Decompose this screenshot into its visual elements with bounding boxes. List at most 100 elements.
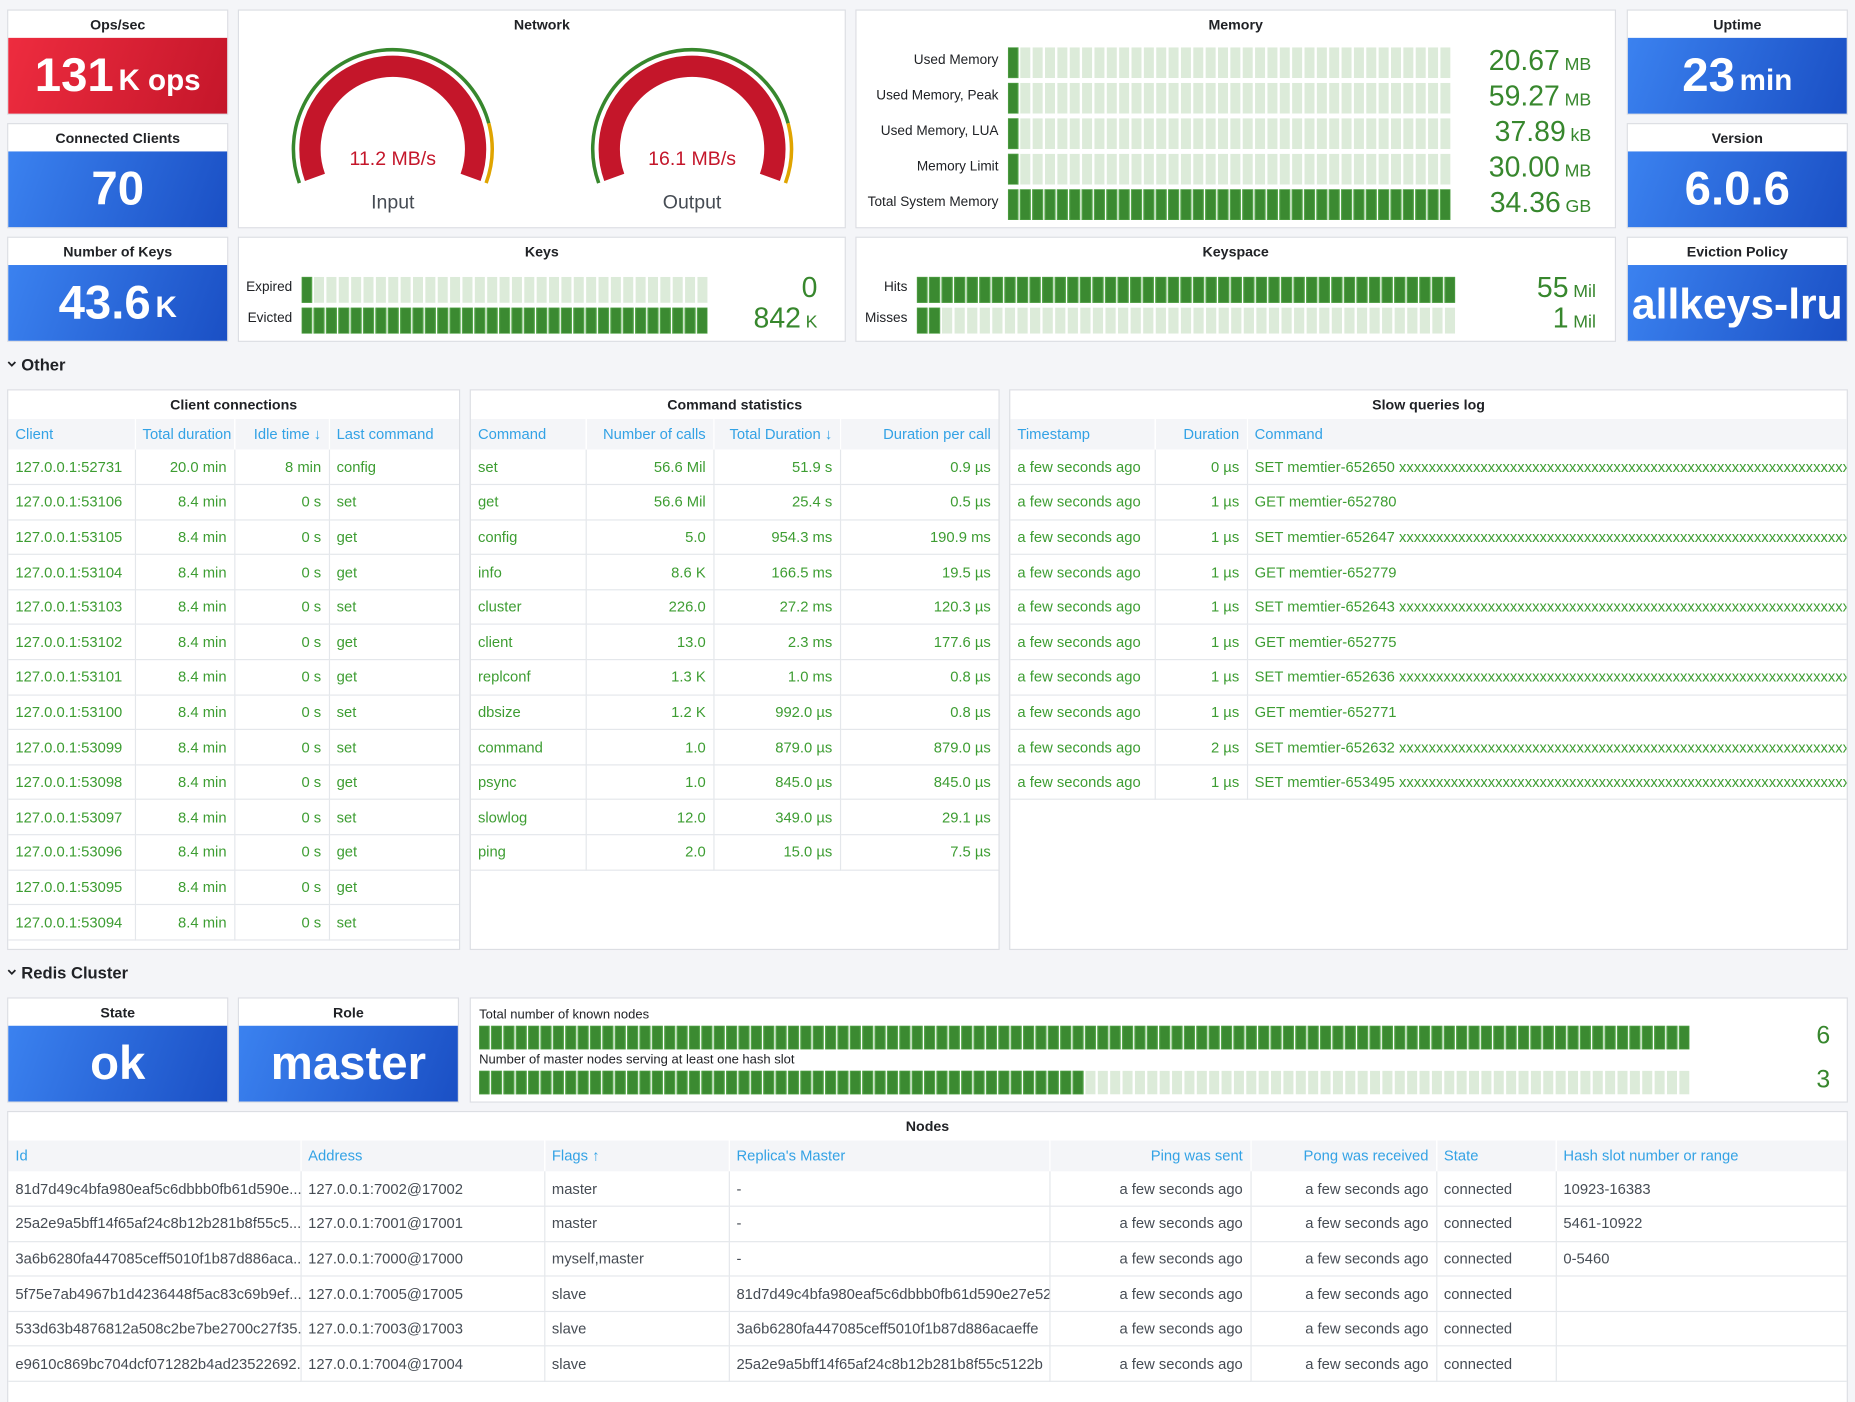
table-cell: 1 µs (1154, 484, 1248, 521)
column-header[interactable]: Idle time ↓ (234, 418, 330, 450)
column-header[interactable]: Address (300, 1140, 545, 1172)
bar-cell-lit (991, 276, 1004, 303)
bar-cell (1057, 82, 1068, 114)
column-header[interactable]: Pong was received (1250, 1140, 1437, 1172)
table-row: dbsize 1.2 K 992.0 µs 0.8 µs (470, 694, 999, 731)
column-header[interactable]: Total Duration ↓ (713, 418, 841, 450)
bar-cell-lit (1167, 276, 1180, 303)
bar-cell (1592, 1070, 1603, 1095)
table-cell: 8.4 min (134, 519, 235, 556)
table-cell: 127.0.0.1:53098 (8, 764, 136, 801)
column-header[interactable]: Last command (328, 418, 460, 450)
bar-cell-lit (375, 307, 387, 334)
column-header[interactable]: Command (1246, 418, 1847, 450)
bar-cell (474, 276, 485, 303)
gauge-value: 11.2 MB/s (350, 148, 437, 170)
bar-cell-lit (301, 276, 313, 303)
bar-cell-lit (941, 276, 953, 303)
column-header[interactable]: Number of calls (585, 418, 714, 450)
table-cell: 8.4 min (134, 589, 235, 626)
bar-cell-lit (1192, 276, 1205, 303)
table-cell: 8 min (234, 449, 330, 486)
table-cell: 954.3 ms (713, 519, 841, 556)
bar-cell (1196, 1070, 1207, 1095)
bar-gauge-panel: Keyspace Hits 55 Mil Misses 1 Mil (855, 236, 1617, 342)
bar-cell-lit (573, 307, 585, 334)
bar-cell (1506, 1070, 1517, 1095)
bar-cell (1069, 82, 1080, 114)
row-header[interactable]: Other (7, 355, 65, 374)
column-header[interactable]: Hash slot number or range (1555, 1140, 1847, 1172)
column-header[interactable]: Command (470, 418, 587, 450)
stat-value: ok (90, 1037, 146, 1090)
table-cell: cluster (470, 589, 587, 626)
bar-cell-lit (1369, 1025, 1381, 1050)
column-header[interactable]: Ping was sent (1049, 1140, 1252, 1172)
table-cell: 8.4 min (134, 764, 235, 801)
bar-cell (1230, 118, 1241, 150)
bar-cell-lit (602, 1025, 614, 1050)
bar-cell-lit (602, 1070, 614, 1095)
header-row: Timestamp Duration Command (1010, 418, 1847, 450)
bar-cell (623, 276, 634, 303)
table-cell: 1 µs (1154, 764, 1248, 801)
table-cell (1555, 1311, 1847, 1347)
column-header[interactable]: State (1436, 1140, 1557, 1172)
bar-cell (1366, 47, 1377, 79)
bar-label: Memory Limit (916, 159, 999, 174)
bar-value: 842 K (652, 303, 818, 336)
column-header[interactable]: Flags ↑ (544, 1140, 730, 1172)
stat-panel: Connected Clients 70 (7, 123, 229, 229)
table-row: 127.0.0.1:53096 8.4 min 0 s get (8, 834, 460, 871)
bar-cell (1155, 307, 1166, 334)
bar-cell (1119, 118, 1130, 150)
bar-cell (1032, 47, 1043, 79)
header-row: Client Total duration Idle time ↓ Last comm… (8, 418, 460, 450)
bar-cell (1444, 307, 1456, 334)
column-header[interactable]: Timestamp (1010, 418, 1156, 450)
bar-cell (1407, 1070, 1418, 1095)
bar-cell (1390, 47, 1401, 79)
bar-cell-lit (1007, 189, 1019, 221)
column-header[interactable]: Duration (1154, 418, 1248, 450)
bar-value-number: 20.67 (1488, 45, 1560, 78)
header-row: Id Address Flags ↑ Replica's Master Ping was… (8, 1140, 1847, 1172)
table-cell: 8.4 min (134, 869, 235, 906)
stat-panel: Eviction Policy allkeys-lru (1626, 236, 1848, 342)
bar-label: Evicted (247, 311, 293, 326)
bar-cell-lit (1029, 276, 1041, 303)
bar-cell (1242, 47, 1253, 79)
bar-cell-lit (1340, 189, 1353, 221)
bar-cell (1193, 118, 1204, 150)
bar-cell-lit (1072, 1070, 1084, 1095)
bar-cell (1184, 1070, 1195, 1095)
table-cell: a few seconds ago (1049, 1276, 1252, 1312)
bar-cell (1394, 307, 1405, 334)
panel-title: Role (333, 1004, 364, 1022)
data-table: Client Total duration Idle time ↓ Last comm… (8, 418, 460, 941)
bar-cell-lit (923, 1070, 936, 1095)
column-header[interactable]: Client (8, 418, 136, 450)
bar-cell (1304, 47, 1315, 79)
column-header[interactable]: Replica's Master (728, 1140, 1050, 1172)
bar-cell (1131, 82, 1142, 114)
table-cell: 1.0 (585, 729, 714, 766)
bar-cell (1032, 82, 1043, 114)
column-header[interactable]: Total duration (134, 418, 235, 450)
column-header[interactable]: Id (8, 1140, 302, 1172)
row-title: Other (21, 354, 66, 374)
column-header[interactable]: Duration per call (839, 418, 999, 450)
row-header[interactable]: Redis Cluster (7, 963, 128, 982)
table-row: replconf 1.3 K 1.0 ms 0.8 µs (470, 659, 999, 696)
bar-cell-lit (1146, 1025, 1158, 1050)
bar-cell-lit (1134, 1025, 1146, 1050)
bar-label: Used Memory (913, 53, 999, 68)
table-row: a few seconds ago 1 µs SET memtier-652643 … (1010, 589, 1847, 626)
bar-cell-lit (1117, 276, 1129, 303)
bar-cell-lit (515, 1070, 527, 1095)
bar-cell-lit (437, 307, 449, 334)
bar-gauge (301, 307, 708, 334)
table-cell: 0 s (234, 694, 330, 731)
bar-cell (1205, 153, 1216, 185)
